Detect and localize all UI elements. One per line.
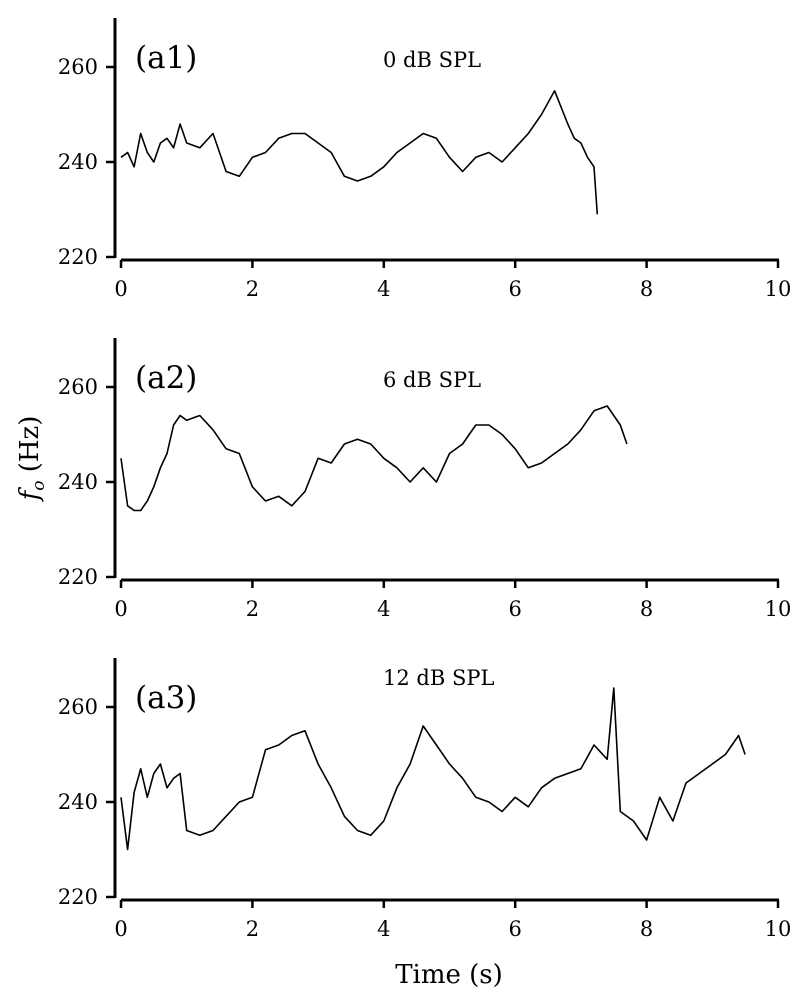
f0-trace-line [120, 687, 746, 851]
x-ticks: 0 2 4 6 8 10 [114, 580, 791, 621]
panel-label: (a3) [135, 680, 197, 716]
panel-label: (a2) [135, 360, 197, 396]
x-tick-label: 6 [509, 917, 522, 941]
x-tick-label: 8 [640, 917, 653, 941]
y-tick-label: 240 [58, 470, 98, 494]
x-ticks: 0 2 4 6 8 10 [114, 900, 791, 941]
condition-label: 6 dB SPL [383, 368, 481, 392]
x-tick-label: 10 [765, 277, 792, 301]
y-ticks: 220 240 260 [58, 375, 115, 589]
x-tick-label: 6 [509, 597, 522, 621]
panel-a1: (a1) 0 dB SPL 0 2 4 6 8 10 220 240 260 [58, 18, 791, 301]
x-tick-label: 0 [114, 917, 127, 941]
x-tick-label: 4 [377, 917, 390, 941]
x-tick-label: 10 [765, 597, 792, 621]
y-tick-label: 220 [58, 245, 98, 269]
x-ticks: 0 2 4 6 8 10 [114, 260, 791, 301]
x-tick-label: 10 [765, 917, 792, 941]
series-group [120, 687, 746, 851]
x-tick-label: 0 [114, 597, 127, 621]
y-tick-label: 260 [58, 375, 98, 399]
condition-label: 12 dB SPL [383, 666, 494, 690]
panel-a2: (a2) 6 dB SPL 0 2 4 6 8 10 220 240 260 [58, 338, 791, 621]
y-tick-label: 220 [58, 885, 98, 909]
f0-trace-line [120, 405, 628, 512]
panel-label: (a1) [135, 40, 197, 76]
y-axis-title: fo (Hz) [15, 416, 49, 503]
x-tick-label: 6 [509, 277, 522, 301]
y-ticks: 220 240 260 [58, 55, 115, 269]
x-tick-label: 2 [246, 597, 259, 621]
f0-trace-line [120, 90, 599, 215]
x-tick-label: 4 [377, 277, 390, 301]
y-tick-label: 260 [58, 55, 98, 79]
condition-label: 0 dB SPL [383, 48, 481, 72]
x-tick-label: 0 [114, 277, 127, 301]
x-tick-label: 8 [640, 597, 653, 621]
series-group [120, 90, 599, 215]
x-tick-label: 4 [377, 597, 390, 621]
y-tick-label: 220 [58, 565, 98, 589]
y-tick-label: 240 [58, 790, 98, 814]
y-ticks: 220 240 260 [58, 695, 115, 909]
x-tick-label: 8 [640, 277, 653, 301]
y-tick-label: 260 [58, 695, 98, 719]
x-tick-label: 2 [246, 917, 259, 941]
panel-a3: (a3) 12 dB SPL 0 2 4 6 8 10 220 240 260 [58, 658, 791, 941]
x-tick-label: 2 [246, 277, 259, 301]
series-group [120, 405, 628, 512]
x-axis-title: Time (s) [395, 960, 503, 990]
y-tick-label: 240 [58, 150, 98, 174]
